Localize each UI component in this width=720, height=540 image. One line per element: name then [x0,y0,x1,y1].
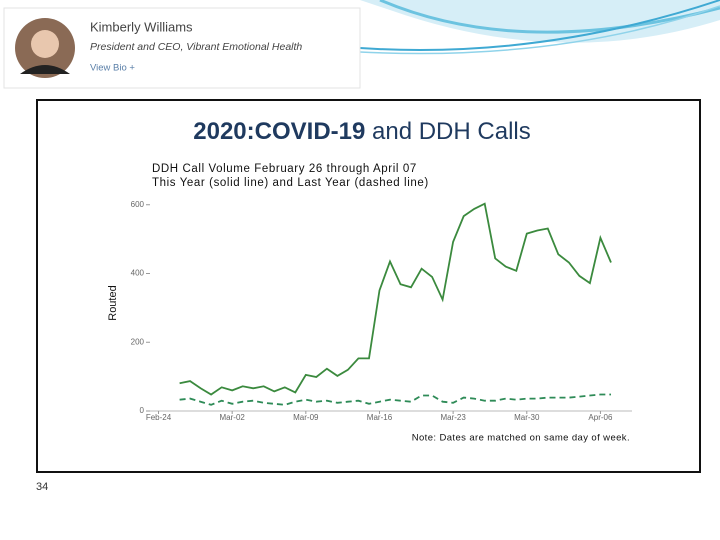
slide-frame [36,99,701,473]
profile-card: Kimberly Williams President and CEO, Vib… [3,7,361,89]
profile-link[interactable]: View Bio + [90,63,135,74]
y-tick-label: 400 [131,269,145,278]
y-tick-label: 0 [140,406,145,415]
x-tick-label: Mar-23 [440,413,466,422]
x-tick-label: Mar-16 [367,413,393,422]
swoosh [359,5,720,55]
x-tick-label: Apr-06 [588,413,613,422]
series-line [179,202,612,396]
swoosh [359,0,720,51]
x-tick-label: Feb-24 [146,413,172,422]
profile-title: President and CEO, Vibrant Emotional Hea… [90,41,302,53]
profile-name: Kimberly Williams [90,19,193,34]
decoration [359,0,720,55]
chart-subtitle: This Year (solid line) and Last Year (da… [152,177,429,189]
slide-title: 2020:COVID-19 and DDH Calls [193,118,530,145]
y-axis-label: Routed [107,285,119,320]
y-tick-label: 600 [131,200,145,209]
avatar-body [20,65,70,74]
chart-title: DDH Call Volume February 26 through Apri… [152,163,417,175]
x-tick-label: Mar-30 [514,413,540,422]
x-tick-label: Mar-09 [293,413,319,422]
x-tick-label: Mar-02 [220,413,246,422]
slide-number: 34 [36,481,48,493]
series-line [179,393,611,406]
swoosh [379,0,720,34]
title-bold: 2020:COVID-19 [193,118,365,145]
avatar-face [31,30,59,58]
title-regular: and DDH Calls [372,118,531,145]
y-tick-label: 200 [131,337,145,346]
chart-note: Note: Dates are matched on same day of w… [412,433,630,444]
